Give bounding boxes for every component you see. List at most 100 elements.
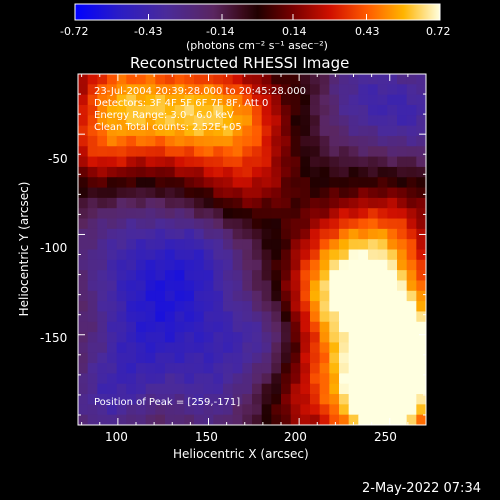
heatmap-cell xyxy=(242,187,253,199)
heatmap-cell xyxy=(155,280,166,292)
heatmap-cell xyxy=(107,208,118,220)
heatmap-cell xyxy=(397,146,408,158)
heatmap-cell xyxy=(252,404,263,416)
heatmap-cell xyxy=(319,363,330,374)
heatmap-cell xyxy=(387,270,398,282)
heatmap-cell xyxy=(348,342,359,354)
heatmap-cell xyxy=(116,187,127,199)
heatmap-cell xyxy=(358,218,369,230)
heatmap-cell xyxy=(232,239,243,251)
heatmap-cell xyxy=(397,332,408,344)
heatmap-cell xyxy=(319,135,330,147)
heatmap-cell xyxy=(136,115,147,127)
heatmap-cell xyxy=(406,394,417,405)
heatmap-cell xyxy=(319,74,330,85)
heatmap-cell xyxy=(271,94,282,106)
heatmap-cell xyxy=(174,311,185,323)
heatmap-cell xyxy=(107,352,118,364)
heatmap-cell xyxy=(300,228,311,240)
heatmap-cell xyxy=(165,363,176,374)
heatmap-cell xyxy=(300,125,311,137)
heatmap-cell xyxy=(242,404,253,416)
heatmap-cell xyxy=(97,414,108,425)
heatmap-cell xyxy=(271,197,282,209)
heatmap-cell xyxy=(271,135,282,147)
heatmap-cell xyxy=(213,115,224,127)
colorbar-tick-label: 0.14 xyxy=(282,25,307,38)
heatmap-cell xyxy=(203,94,214,106)
heatmap-cell xyxy=(290,166,301,178)
heatmap-cell xyxy=(300,404,311,416)
heatmap-cell xyxy=(184,249,195,261)
heatmap-cell xyxy=(116,94,127,106)
heatmap-cell xyxy=(87,280,98,292)
heatmap-cell xyxy=(348,84,359,96)
heatmap-cell xyxy=(310,352,321,364)
heatmap-cell xyxy=(232,383,243,395)
heatmap-cell xyxy=(397,270,408,282)
heatmap-cell xyxy=(368,94,379,106)
heatmap-cell xyxy=(339,146,350,158)
heatmap-cell xyxy=(319,332,330,344)
heatmap-cell xyxy=(87,373,98,385)
heatmap-cell xyxy=(78,259,89,271)
heatmap-cell xyxy=(261,187,272,199)
heatmap-cell xyxy=(184,383,195,395)
heatmap-cell xyxy=(329,197,340,209)
heatmap-cell xyxy=(252,187,263,199)
heatmap-cell xyxy=(97,290,108,302)
heatmap-cell xyxy=(290,135,301,147)
heatmap-cell xyxy=(126,404,137,416)
heatmap-cell xyxy=(300,383,311,395)
heatmap-cell xyxy=(213,352,224,364)
heatmap-cell xyxy=(406,177,417,189)
heatmap-cell xyxy=(223,84,234,96)
heatmap-cell xyxy=(165,352,176,364)
heatmap-cell xyxy=(232,363,243,374)
heatmap-cell xyxy=(358,156,369,168)
heatmap-cell xyxy=(145,146,156,158)
heatmap-cell xyxy=(290,115,301,127)
heatmap-cell xyxy=(290,383,301,395)
heatmap-cell xyxy=(165,404,176,416)
heatmap-cell xyxy=(368,321,379,333)
heatmap-cell xyxy=(416,404,426,416)
heatmap-cell xyxy=(145,208,156,220)
heatmap-cell xyxy=(97,259,108,271)
heatmap-cell xyxy=(97,280,108,292)
heatmap-cell xyxy=(213,404,224,416)
heatmap-cell xyxy=(252,363,263,374)
heatmap-cell xyxy=(300,135,311,147)
heatmap-cell xyxy=(300,290,311,302)
heatmap-cell xyxy=(213,104,224,116)
heatmap-cell xyxy=(339,311,350,323)
heatmap-cell xyxy=(290,290,301,302)
heatmap-cell xyxy=(319,321,330,333)
heatmap-cell xyxy=(261,394,272,405)
heatmap-cell xyxy=(136,146,147,158)
heatmap-cell xyxy=(387,156,398,168)
heatmap-cell xyxy=(310,74,321,85)
heatmap-cell xyxy=(377,363,388,374)
heatmap-cell xyxy=(416,74,426,85)
heatmap-cell xyxy=(155,146,166,158)
heatmap-cell xyxy=(97,187,108,199)
heatmap-cell xyxy=(203,249,214,261)
heatmap-cell xyxy=(271,104,282,116)
heatmap-cell xyxy=(107,125,118,137)
heatmap-cell xyxy=(300,280,311,292)
heatmap-cell xyxy=(261,342,272,354)
heatmap-cell xyxy=(329,301,340,313)
heatmap-cell xyxy=(155,414,166,425)
heatmap-cell xyxy=(290,311,301,323)
heatmap-cell xyxy=(165,414,176,425)
heatmap-cell xyxy=(271,301,282,313)
heatmap-cell xyxy=(310,239,321,251)
heatmap-cell xyxy=(165,249,176,261)
heatmap-cell xyxy=(348,363,359,374)
heatmap-cell xyxy=(97,249,108,261)
heatmap-cell xyxy=(184,259,195,271)
heatmap-cell xyxy=(165,94,176,106)
heatmap-cell xyxy=(213,208,224,220)
heatmap-cell xyxy=(78,218,89,230)
